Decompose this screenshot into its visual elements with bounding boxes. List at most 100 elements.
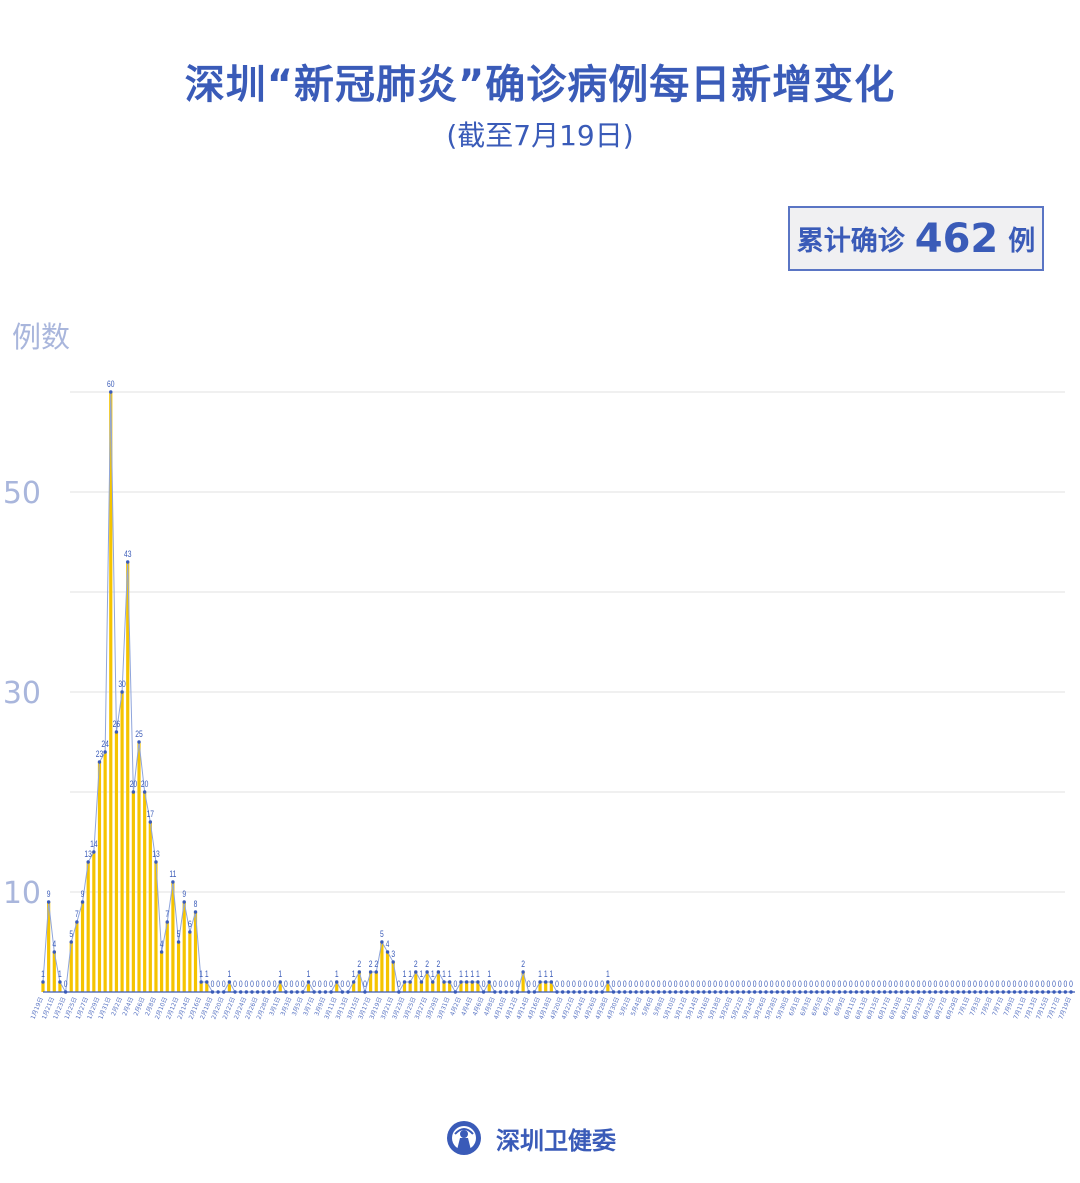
data-label: 0 <box>617 979 621 989</box>
bar <box>176 942 181 992</box>
data-point <box>679 990 683 994</box>
data-point <box>86 860 90 864</box>
y-tick-label: 30 <box>3 676 41 711</box>
bar <box>414 972 418 992</box>
data-point <box>244 990 249 994</box>
data-label: 1 <box>487 969 491 979</box>
data-label: 0 <box>239 979 243 989</box>
data-point <box>504 990 508 994</box>
data-point <box>493 990 497 994</box>
data-label: 0 <box>1007 979 1011 989</box>
data-label: 0 <box>888 979 892 989</box>
chart-subtitle: (截至7月19日) <box>446 119 634 152</box>
data-label: 13 <box>84 849 92 859</box>
data-label: 0 <box>634 979 638 989</box>
data-point <box>476 980 480 984</box>
data-point <box>255 990 260 994</box>
data-point <box>431 980 435 984</box>
data-label: 0 <box>798 979 802 989</box>
data-point <box>589 990 593 994</box>
data-point <box>606 980 610 984</box>
bar <box>80 902 85 992</box>
data-point <box>623 990 627 994</box>
data-point <box>414 970 418 974</box>
data-point <box>741 990 746 994</box>
data-point <box>1069 990 1073 994</box>
data-point <box>402 980 407 984</box>
data-point <box>939 990 943 994</box>
data-label: 0 <box>883 979 887 989</box>
bar <box>408 982 412 992</box>
bar <box>160 952 164 992</box>
data-label: 0 <box>583 979 587 989</box>
bar <box>41 982 45 992</box>
data-point <box>1041 990 1045 994</box>
data-label: 0 <box>651 979 655 989</box>
data-point <box>120 690 124 694</box>
data-label: 23 <box>96 749 104 759</box>
data-point <box>549 980 554 984</box>
data-label: 0 <box>261 979 265 989</box>
data-point <box>425 970 429 974</box>
data-point <box>719 990 723 994</box>
data-point <box>193 910 198 914</box>
data-label: 0 <box>64 979 68 989</box>
data-label: 0 <box>713 979 717 989</box>
bar <box>227 982 231 992</box>
data-label: 0 <box>290 979 294 989</box>
data-label: 2 <box>437 959 441 969</box>
data-point <box>408 980 412 984</box>
data-label: 0 <box>832 979 836 989</box>
bar <box>352 982 356 992</box>
data-label: 11 <box>169 869 176 879</box>
data-label: 0 <box>668 979 672 989</box>
bar <box>154 862 158 992</box>
data-label: 0 <box>453 979 457 989</box>
data-point <box>854 990 859 994</box>
data-label: 0 <box>719 979 723 989</box>
data-point <box>363 990 367 994</box>
data-label: 0 <box>871 979 875 989</box>
bar <box>126 562 130 992</box>
org-name: 深圳卫健委 <box>496 1126 616 1155</box>
data-label: 0 <box>1035 979 1039 989</box>
data-label: 0 <box>561 979 565 989</box>
data-point <box>928 990 932 994</box>
data-label: 2 <box>374 959 378 969</box>
bar <box>75 922 79 992</box>
data-label: 5 <box>177 929 181 939</box>
data-point <box>849 990 853 994</box>
data-label: 0 <box>244 979 248 989</box>
data-label: 0 <box>533 979 537 989</box>
data-point <box>154 860 158 864</box>
data-point <box>498 990 503 994</box>
data-label: 4 <box>160 939 164 949</box>
total-label: 累计确诊 <box>796 226 905 257</box>
data-label: 9 <box>182 889 186 899</box>
data-label: 0 <box>956 979 960 989</box>
data-label: 0 <box>843 979 847 989</box>
data-label: 4 <box>52 939 56 949</box>
data-label: 0 <box>1047 979 1051 989</box>
data-point <box>289 990 294 994</box>
bar <box>52 952 56 992</box>
bar <box>606 982 610 992</box>
bar <box>193 912 198 992</box>
data-point <box>329 990 333 994</box>
data-point <box>882 990 887 994</box>
data-point <box>453 990 458 994</box>
data-label: 1 <box>538 969 542 979</box>
data-label: 0 <box>340 979 344 989</box>
data-label: 0 <box>578 979 582 989</box>
data-point <box>46 900 51 904</box>
data-label: 0 <box>1041 979 1045 989</box>
data-label: 9 <box>81 889 85 899</box>
data-label: 0 <box>702 979 706 989</box>
data-point <box>1018 990 1022 994</box>
data-label: 0 <box>499 979 503 989</box>
data-point <box>747 990 751 994</box>
data-label: 0 <box>945 979 949 989</box>
data-label: 43 <box>124 549 132 559</box>
bar <box>391 962 395 992</box>
data-label: 0 <box>815 979 819 989</box>
